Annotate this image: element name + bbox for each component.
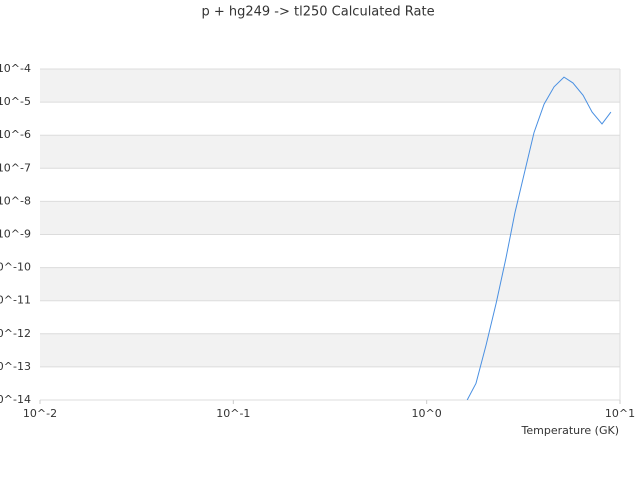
x-tick-label: 10^-1 xyxy=(216,407,250,420)
y-tick-label: 10^-6 xyxy=(0,128,31,141)
grid-band xyxy=(40,135,620,169)
x-tick-label: 10^-2 xyxy=(23,407,57,420)
grid-band xyxy=(40,333,620,367)
chart-title: p + hg249 -> tl250 Calculated Rate xyxy=(201,5,434,20)
grid-band xyxy=(40,201,620,235)
y-tick-label: 10^-13 xyxy=(0,360,31,373)
y-tick-label: 10^-12 xyxy=(0,327,31,340)
y-tick-label: 10^-5 xyxy=(0,95,31,108)
x-tick-label: 10^1 xyxy=(605,407,635,420)
y-tick-label: 10^-9 xyxy=(0,228,31,241)
x-tick-label: 10^0 xyxy=(412,407,442,420)
y-tick-label: 10^-4 xyxy=(0,62,31,75)
y-tick-label: 10^-10 xyxy=(0,261,31,274)
x-axis-label: Temperature (GK) xyxy=(521,424,620,437)
y-tick-label: 10^-8 xyxy=(0,194,31,207)
grid-band xyxy=(40,69,620,103)
y-tick-label: 10^-7 xyxy=(0,161,31,174)
background-bands xyxy=(40,69,620,367)
y-tick-label: 10^-11 xyxy=(0,294,31,307)
y-tick-label: 10^-14 xyxy=(0,393,31,406)
grid-band xyxy=(40,267,620,301)
data-line xyxy=(466,76,612,400)
